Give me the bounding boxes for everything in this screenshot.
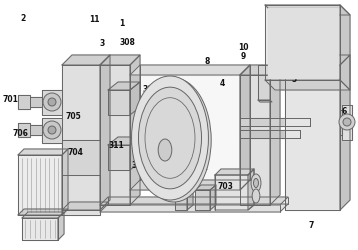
Polygon shape	[30, 97, 42, 107]
Polygon shape	[62, 65, 100, 210]
Text: 701: 701	[3, 96, 19, 104]
Text: 9: 9	[241, 52, 246, 61]
Polygon shape	[58, 212, 64, 240]
Text: 10: 10	[238, 43, 249, 52]
Text: 1: 1	[119, 19, 124, 28]
Polygon shape	[248, 169, 254, 210]
Polygon shape	[210, 185, 216, 210]
Polygon shape	[62, 210, 100, 215]
Polygon shape	[108, 145, 130, 170]
Ellipse shape	[137, 78, 211, 202]
Text: 5: 5	[291, 76, 296, 84]
Ellipse shape	[251, 174, 261, 192]
Polygon shape	[62, 202, 108, 210]
Circle shape	[43, 93, 61, 111]
Polygon shape	[100, 197, 288, 205]
Text: 308: 308	[119, 38, 135, 47]
Circle shape	[48, 98, 56, 106]
Ellipse shape	[253, 178, 258, 188]
Polygon shape	[270, 65, 280, 205]
Polygon shape	[22, 218, 58, 240]
Polygon shape	[340, 55, 350, 210]
Text: 310: 310	[132, 160, 147, 170]
Polygon shape	[215, 169, 254, 210]
Polygon shape	[100, 204, 288, 212]
Ellipse shape	[158, 139, 172, 161]
Text: 11: 11	[90, 15, 100, 24]
Polygon shape	[175, 190, 187, 210]
Ellipse shape	[252, 189, 260, 203]
Polygon shape	[100, 55, 110, 210]
Circle shape	[43, 121, 61, 139]
Circle shape	[48, 126, 56, 134]
Polygon shape	[108, 90, 130, 115]
Polygon shape	[130, 65, 250, 75]
Polygon shape	[265, 80, 350, 90]
Polygon shape	[30, 125, 42, 135]
Polygon shape	[340, 5, 350, 90]
Text: 705: 705	[66, 112, 81, 121]
Circle shape	[339, 114, 355, 130]
Polygon shape	[18, 209, 68, 215]
Polygon shape	[240, 130, 300, 138]
Polygon shape	[100, 55, 140, 65]
Polygon shape	[130, 180, 250, 190]
Polygon shape	[240, 118, 310, 126]
Polygon shape	[268, 8, 338, 78]
Polygon shape	[285, 55, 350, 65]
Polygon shape	[130, 82, 140, 115]
Polygon shape	[265, 5, 340, 80]
Text: 309: 309	[142, 86, 158, 94]
Polygon shape	[340, 110, 342, 135]
Polygon shape	[215, 169, 254, 175]
Polygon shape	[175, 185, 193, 190]
Polygon shape	[62, 55, 110, 65]
Polygon shape	[342, 105, 352, 140]
Polygon shape	[195, 185, 216, 190]
Text: 706: 706	[13, 129, 29, 138]
Polygon shape	[18, 149, 68, 155]
Polygon shape	[130, 55, 140, 205]
Text: 311: 311	[108, 140, 124, 149]
Ellipse shape	[131, 76, 208, 200]
Polygon shape	[240, 65, 250, 190]
Polygon shape	[265, 5, 350, 15]
Polygon shape	[285, 65, 340, 210]
Polygon shape	[187, 185, 193, 210]
Polygon shape	[240, 65, 280, 75]
Polygon shape	[130, 137, 140, 170]
Polygon shape	[108, 137, 140, 145]
Text: 6: 6	[341, 107, 346, 116]
Polygon shape	[258, 100, 272, 102]
Text: 4: 4	[219, 79, 224, 88]
Text: 704: 704	[67, 148, 83, 157]
Circle shape	[343, 118, 351, 126]
Polygon shape	[22, 212, 64, 218]
Text: 8: 8	[205, 57, 211, 66]
Polygon shape	[100, 65, 130, 205]
Polygon shape	[42, 118, 62, 143]
Text: 2: 2	[21, 14, 26, 23]
Polygon shape	[195, 190, 210, 210]
Polygon shape	[18, 155, 62, 215]
Polygon shape	[18, 95, 30, 109]
Polygon shape	[18, 123, 30, 137]
Text: 7: 7	[309, 220, 314, 230]
Polygon shape	[240, 75, 270, 205]
Text: 3: 3	[100, 39, 105, 48]
Polygon shape	[108, 82, 140, 90]
Text: 703: 703	[218, 182, 233, 191]
Polygon shape	[42, 90, 62, 115]
Polygon shape	[130, 75, 240, 190]
Ellipse shape	[139, 87, 202, 189]
Text: 702: 702	[193, 163, 208, 172]
Polygon shape	[258, 65, 270, 100]
Polygon shape	[62, 140, 100, 175]
Polygon shape	[62, 149, 68, 215]
